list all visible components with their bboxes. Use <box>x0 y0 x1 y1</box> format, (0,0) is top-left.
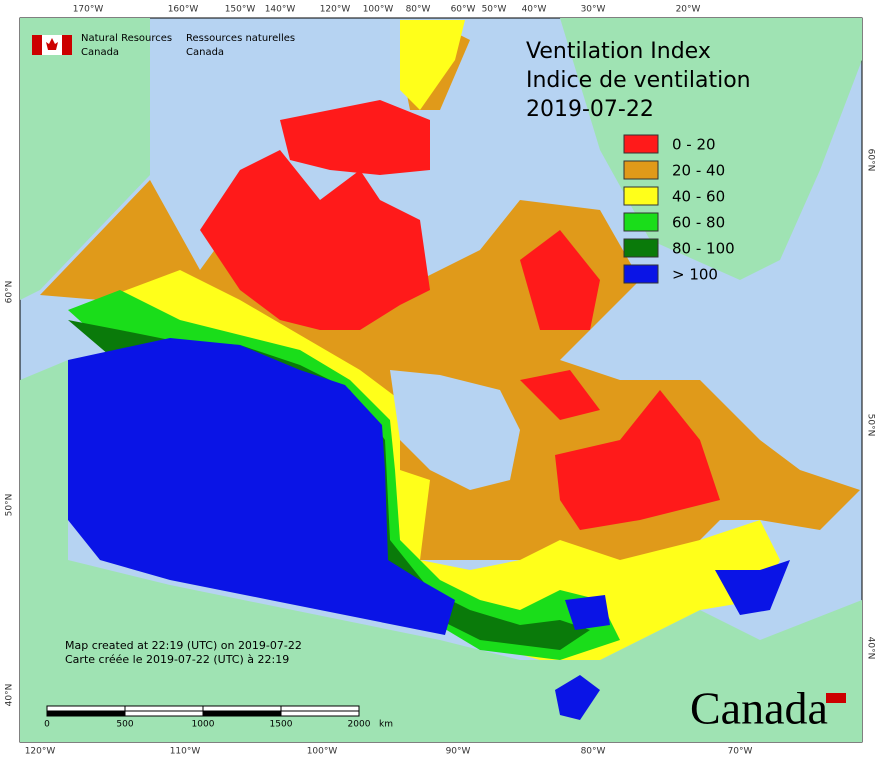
longitude-label: 160°W <box>168 5 199 15</box>
scale-label: 0 <box>44 720 50 730</box>
longitude-label: 30°W <box>581 5 606 15</box>
longitude-label: 140°W <box>265 5 296 15</box>
legend-label: 60 - 80 <box>672 214 725 232</box>
legend-label: 40 - 60 <box>672 188 725 206</box>
longitude-label: 60°W <box>451 5 476 15</box>
legend-label: 80 - 100 <box>672 240 735 258</box>
longitude-label: 100°W <box>363 5 394 15</box>
scale-label: 1000 <box>192 720 215 730</box>
map-note: Carte créée le 2019-07-22 (UTC) à 22:19 <box>65 653 289 666</box>
legend-swatch <box>623 160 659 180</box>
longitude-label: 50°W <box>482 5 507 15</box>
scale-segment <box>280 710 360 717</box>
longitude-label: 110°W <box>170 747 201 757</box>
map-title: 2019-07-22 <box>526 97 654 122</box>
longitude-label: 80°W <box>581 747 606 757</box>
latitude-label: 50°N <box>866 414 876 437</box>
map-title: Ventilation Index <box>526 39 711 64</box>
longitude-label: 170°W <box>73 5 104 15</box>
map-note: Map created at 22:19 (UTC) on 2019-07-22 <box>65 639 302 652</box>
agency-en: Natural Resources <box>81 33 172 44</box>
land-background <box>20 18 862 742</box>
latitude-label: 40°N <box>866 637 876 660</box>
scale-segment <box>202 705 282 712</box>
longitude-label: 120°W <box>25 747 56 757</box>
legend-swatch <box>623 212 659 232</box>
scale-label: 1500 <box>270 720 293 730</box>
longitude-label: 100°W <box>307 747 338 757</box>
scale-label: 2000 <box>348 720 371 730</box>
scale-segment <box>202 710 282 717</box>
legend-swatch <box>623 238 659 258</box>
latitude-label: 60°N <box>866 149 876 172</box>
latitude-label: 60°N <box>5 281 15 304</box>
scale-segment <box>46 710 126 717</box>
legend-label: 20 - 40 <box>672 162 725 180</box>
longitude-label: 40°W <box>522 5 547 15</box>
legend-swatch <box>623 186 659 206</box>
scale-label: 500 <box>116 720 133 730</box>
agency-fr: Canada <box>186 47 224 58</box>
longitude-label: 90°W <box>446 747 471 757</box>
legend-label: > 100 <box>672 266 718 284</box>
latitude-label: 40°N <box>5 684 15 707</box>
scale-bar: 0 500 1000 1500 2000 km <box>44 705 393 730</box>
wordmark-flag <box>826 693 846 703</box>
agency-en: Canada <box>81 47 119 58</box>
legend-swatch <box>623 264 659 284</box>
legend-swatch <box>623 134 659 154</box>
scale-segment <box>124 705 204 712</box>
scale-unit: km <box>379 720 393 730</box>
longitude-label: 20°W <box>676 5 701 15</box>
legend-label: 0 - 20 <box>672 136 716 154</box>
longitude-label: 120°W <box>320 5 351 15</box>
logo <box>32 35 72 55</box>
wordmark: Canada <box>690 683 828 734</box>
scale-segment <box>46 705 126 712</box>
map-title: Indice de ventilation <box>526 68 751 93</box>
longitude-label: 150°W <box>225 5 256 15</box>
ventilation-zones <box>40 20 860 720</box>
scale-segment <box>280 705 360 712</box>
longitude-label: 70°W <box>728 747 753 757</box>
scale-segment <box>124 710 204 717</box>
longitude-label: 80°W <box>406 5 431 15</box>
latitude-label: 50°N <box>5 494 15 517</box>
agency-fr: Ressources naturelles <box>186 33 295 44</box>
